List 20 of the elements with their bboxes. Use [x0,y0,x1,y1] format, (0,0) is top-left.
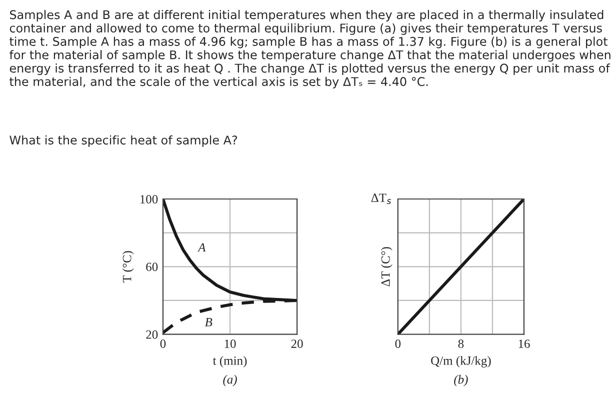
text: Samples A and B are at different initial temperatures when they are placed in a thermally insulated container and allowed to come to thermal equilibrium. Figure (a) gives their temperatures T versus time t. Sample A has a mass of 4.96 kg; sample B has a mass of 1.37 kg. Figure (b) is a general plot for the material of sample B. It shows the temperature change ΔT that the material undergoes when energy is transferred to it as heat Q . The change ΔT is plotted versus the energy Q per unit mass of the material, and the scale of the vertical axis is set by ΔTₛ = 4.40 °C. [10,10,610,88]
text: (b) [454,374,468,386]
text: What is the specific heat of sample A? [10,135,237,147]
y-tick-label: 20 [146,330,158,339]
series-label: A [197,243,206,252]
text: (a) [223,374,237,386]
x-axis-title: Q/m (kJ/kg) [431,356,491,368]
y-tick-label: 60 [146,262,158,272]
x-tick-label: 16 [518,340,530,348]
y-axis-title: ΔT (C°) [381,247,392,286]
y-tick-label: 100 [140,195,158,204]
x-tick-label: 20 [291,340,303,348]
series-label: B [204,318,212,326]
x-tick-label: 8 [458,340,464,348]
x-axis-title: t (min) [212,356,247,368]
x-tick-label: 10 [224,340,236,348]
x-tick-label: 0 [395,340,401,348]
y-axis-title: T (°C) [122,251,134,283]
x-tick-label: 0 [160,340,166,348]
text: ΔT$_{s}$ [371,194,392,204]
